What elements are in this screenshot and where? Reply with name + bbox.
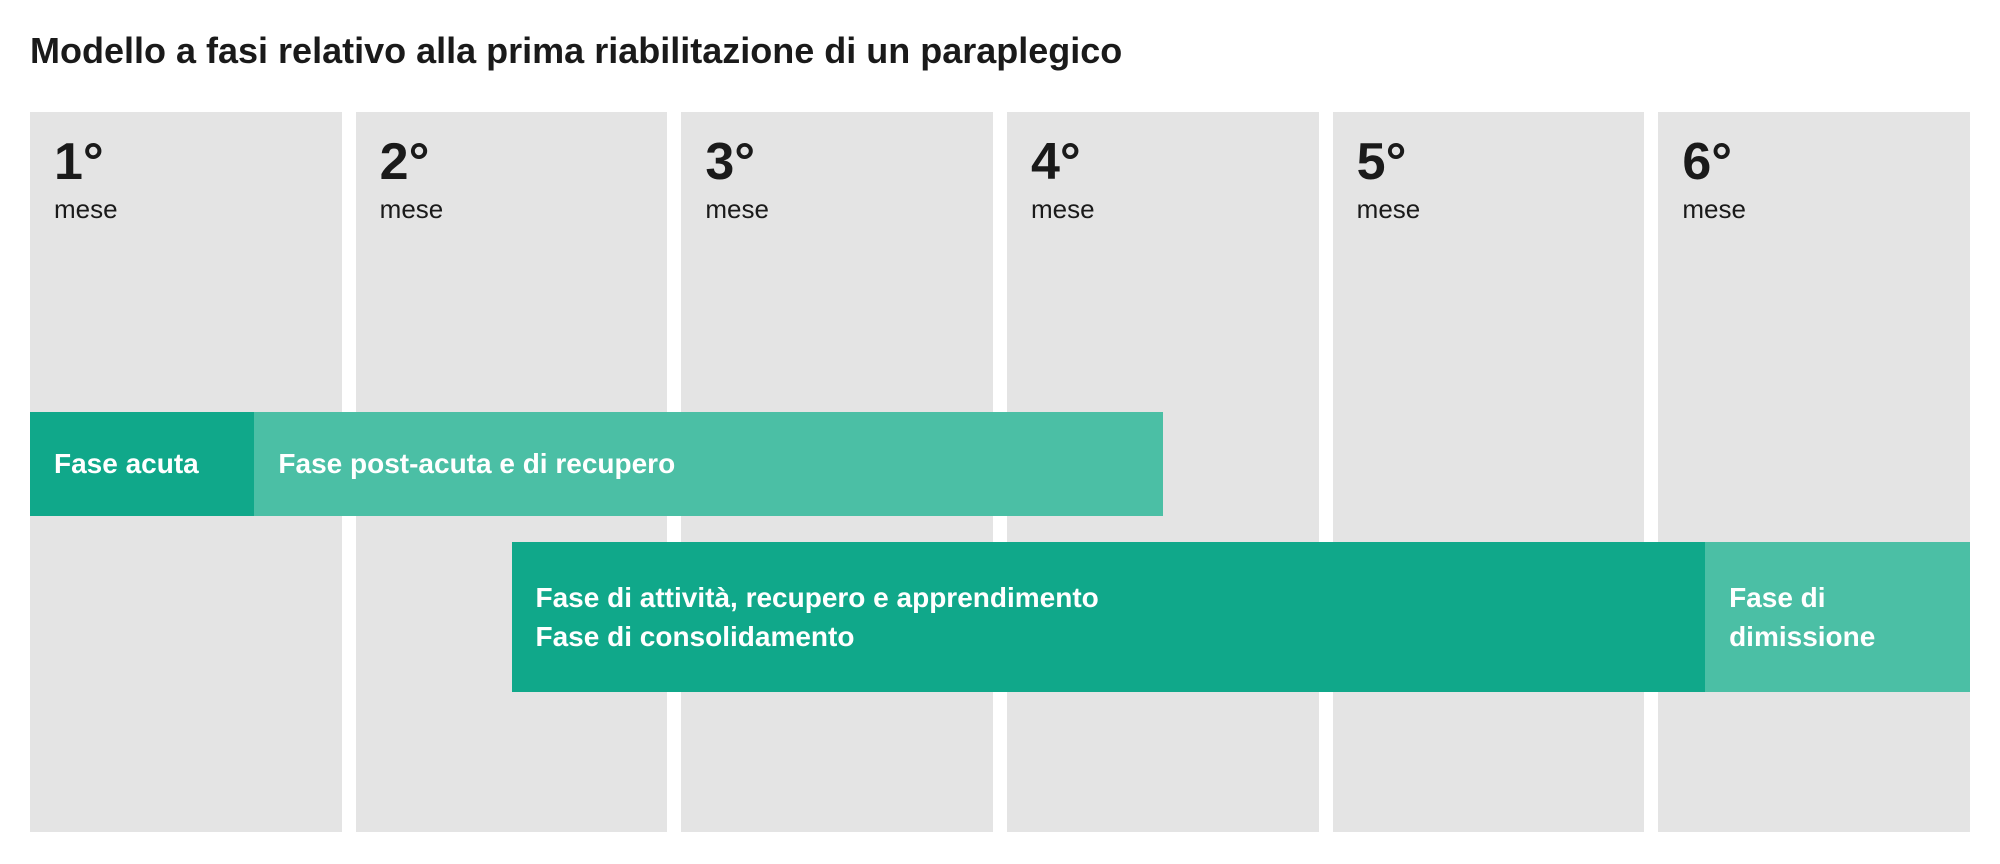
month-number: 4° [1031,136,1295,188]
chart-title: Modello a fasi relativo alla prima riabi… [30,30,1970,72]
phase-bar: Fase acuta [30,412,254,516]
phase-label: Fase di consolidamento [536,617,1682,656]
phase-label: Fase di [1729,578,1946,617]
phase-label: Fase acuta [54,444,230,483]
month-number: 5° [1357,136,1621,188]
month-label: mese [54,194,318,225]
month-number: 3° [705,136,969,188]
month-number: 2° [380,136,644,188]
month-column: 6° mese [1658,112,1970,832]
phase-bar: Fase post-acuta e di recupero [254,412,1162,516]
phase-bar: Fase didimissione [1705,542,1970,692]
month-column: 5° mese [1333,112,1645,832]
phase-label: Fase post-acuta e di recupero [278,444,1138,483]
month-number: 6° [1682,136,1946,188]
month-number: 1° [54,136,318,188]
phase-label: Fase di attività, recupero e apprendimen… [536,578,1682,617]
phase-label: dimissione [1729,617,1946,656]
month-label: mese [380,194,644,225]
phase-bar: Fase di attività, recupero e apprendimen… [512,542,1706,692]
month-label: mese [1682,194,1946,225]
phase-chart: 1° mese 2° mese 3° mese 4° mese 5° mese 6° mese Fase… [30,112,1970,832]
month-label: mese [1357,194,1621,225]
month-label: mese [1031,194,1295,225]
month-label: mese [705,194,969,225]
